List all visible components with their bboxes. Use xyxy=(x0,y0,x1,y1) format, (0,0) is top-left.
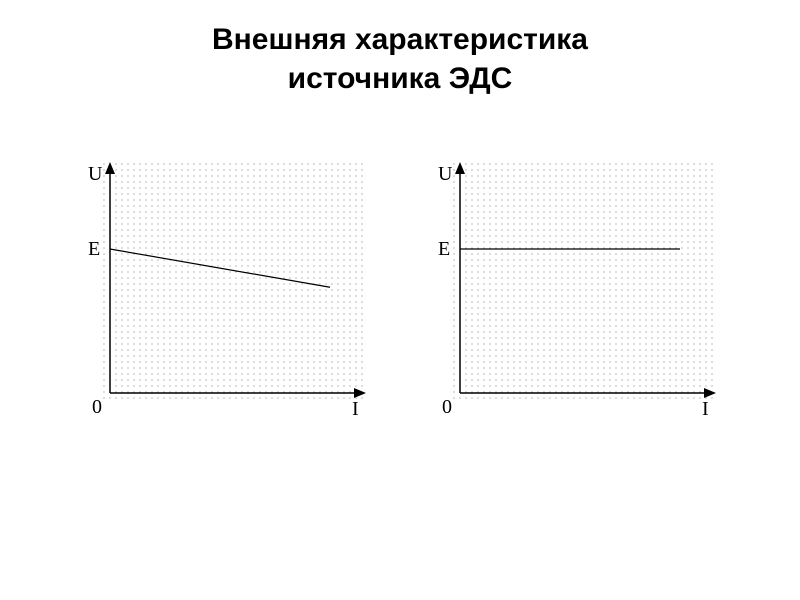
chart-left-x-axis-arrow xyxy=(354,388,366,398)
chart-left: U I 0 E xyxy=(70,158,380,431)
chart-left-origin-label: 0 xyxy=(92,396,102,418)
chart-left-y-axis-arrow xyxy=(105,162,115,174)
title-line-1: Внешняя характеристика xyxy=(212,23,588,56)
chart-left-grid xyxy=(103,163,362,398)
chart-right-origin-label: 0 xyxy=(442,396,452,418)
chart-right-y-axis-arrow xyxy=(455,162,465,174)
chart-right-wrapper: U I 0 E xyxy=(420,158,730,431)
charts-container: U I 0 E U I 0 E xyxy=(0,158,800,431)
chart-left-data-line xyxy=(110,249,330,287)
page-title: Внешняя характеристика источника ЭДС xyxy=(0,0,800,98)
chart-left-e-label: E xyxy=(88,238,100,260)
title-line-2: источника ЭДС xyxy=(288,62,513,95)
chart-right-x-axis-arrow xyxy=(704,388,716,398)
chart-left-wrapper: U I 0 E xyxy=(70,158,380,431)
chart-left-y-label: U xyxy=(88,163,103,185)
chart-right-grid xyxy=(453,163,712,398)
chart-right: U I 0 E xyxy=(420,158,730,431)
chart-right-y-label: U xyxy=(438,163,453,185)
chart-right-e-label: E xyxy=(438,238,450,260)
chart-right-x-label: I xyxy=(702,398,709,420)
chart-left-x-label: I xyxy=(352,398,359,420)
